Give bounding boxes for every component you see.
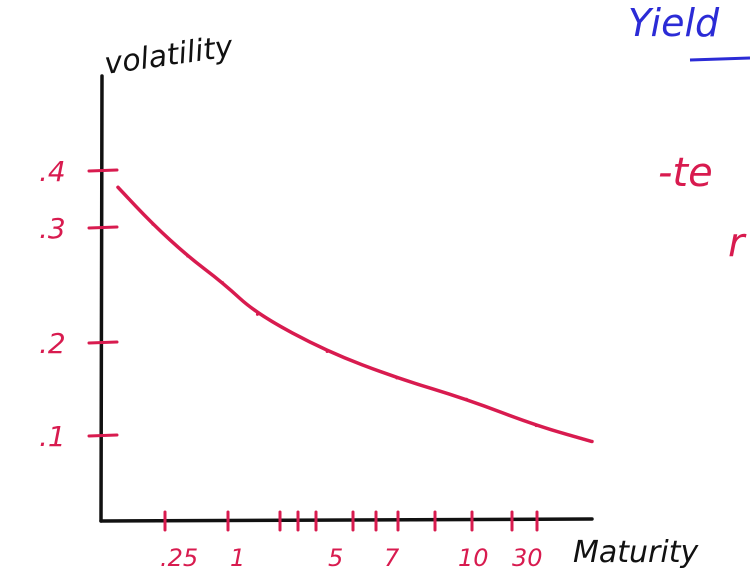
x-tick-label: .25 (160, 544, 198, 572)
curve-point (534, 424, 538, 428)
y-tick-mark (87, 225, 119, 230)
y-tick-label: .1 (39, 420, 66, 453)
x-tick-label: 10 (458, 544, 489, 572)
y-tick-mark (87, 168, 119, 173)
curve-point (465, 397, 468, 401)
x-axis-title: Maturity (573, 535, 699, 570)
curve-point (590, 440, 594, 443)
axes (99, 74, 594, 523)
y-axis-title: volatility (102, 29, 236, 82)
curve-point (151, 222, 155, 226)
y-tick-label: .2 (39, 327, 66, 360)
y-tick-label: .3 (39, 212, 66, 245)
y-ticks: .4 .3 .2 .1 (39, 155, 119, 453)
volatility-curve (116, 185, 594, 444)
x-tick-label: 5 (328, 544, 343, 572)
y-axis-line (99, 74, 104, 523)
y-tick-mark (87, 433, 119, 438)
x-tick-label: 7 (384, 544, 400, 572)
x-tick-label: 1 (230, 544, 245, 572)
note-fragment-r: r (728, 220, 747, 266)
x-tick-label: 30 (512, 544, 543, 572)
curve-point (116, 185, 120, 189)
curve-point (255, 312, 259, 316)
y-tick-label: .4 (39, 155, 66, 188)
curve-point (325, 350, 329, 353)
x-ticks: .25 1 5 7 10 30 (160, 510, 543, 572)
heading-underline (689, 56, 750, 62)
x-axis-line (99, 517, 594, 523)
curve-point (186, 254, 190, 258)
heading-yield-fragment: Yield (628, 1, 720, 45)
series-layer (116, 185, 594, 444)
note-fragment-term: -te (658, 150, 713, 196)
curve-point (395, 376, 399, 380)
y-tick-mark (87, 340, 119, 345)
curve-point (221, 281, 225, 285)
